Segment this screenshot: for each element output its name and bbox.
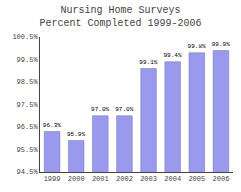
svg-text:2003: 2003: [140, 175, 157, 183]
svg-text:2001: 2001: [92, 175, 109, 183]
svg-text:2000: 2000: [68, 175, 85, 183]
svg-text:97.5%: 97.5%: [17, 101, 39, 109]
svg-text:Nursing Home SurveysPercent Co: Nursing Home SurveysPercent Completed 19…: [39, 5, 201, 29]
svg-text:2004: 2004: [164, 175, 181, 183]
svg-text:98.5%: 98.5%: [17, 78, 39, 86]
svg-text:95.9%: 95.9%: [67, 131, 85, 138]
svg-text:96.3%: 96.3%: [43, 122, 61, 129]
svg-text:2006: 2006: [213, 175, 230, 183]
svg-text:99.1%: 99.1%: [139, 59, 157, 66]
svg-text:95.5%: 95.5%: [17, 146, 39, 154]
svg-text:97.0%: 97.0%: [91, 106, 109, 113]
svg-text:94.5%: 94.5%: [17, 168, 39, 176]
svg-text:100.5%: 100.5%: [12, 33, 38, 41]
svg-text:2002: 2002: [116, 175, 133, 183]
svg-text:1999: 1999: [44, 175, 61, 183]
svg-text:99.8%: 99.8%: [188, 43, 206, 50]
svg-text:97.0%: 97.0%: [115, 106, 133, 113]
svg-text:99.4%: 99.4%: [163, 52, 181, 59]
svg-text:2005: 2005: [188, 175, 205, 183]
svg-text:99.5%: 99.5%: [17, 56, 39, 64]
svg-text:99.9%: 99.9%: [212, 41, 230, 48]
svg-text:96.5%: 96.5%: [17, 123, 39, 131]
